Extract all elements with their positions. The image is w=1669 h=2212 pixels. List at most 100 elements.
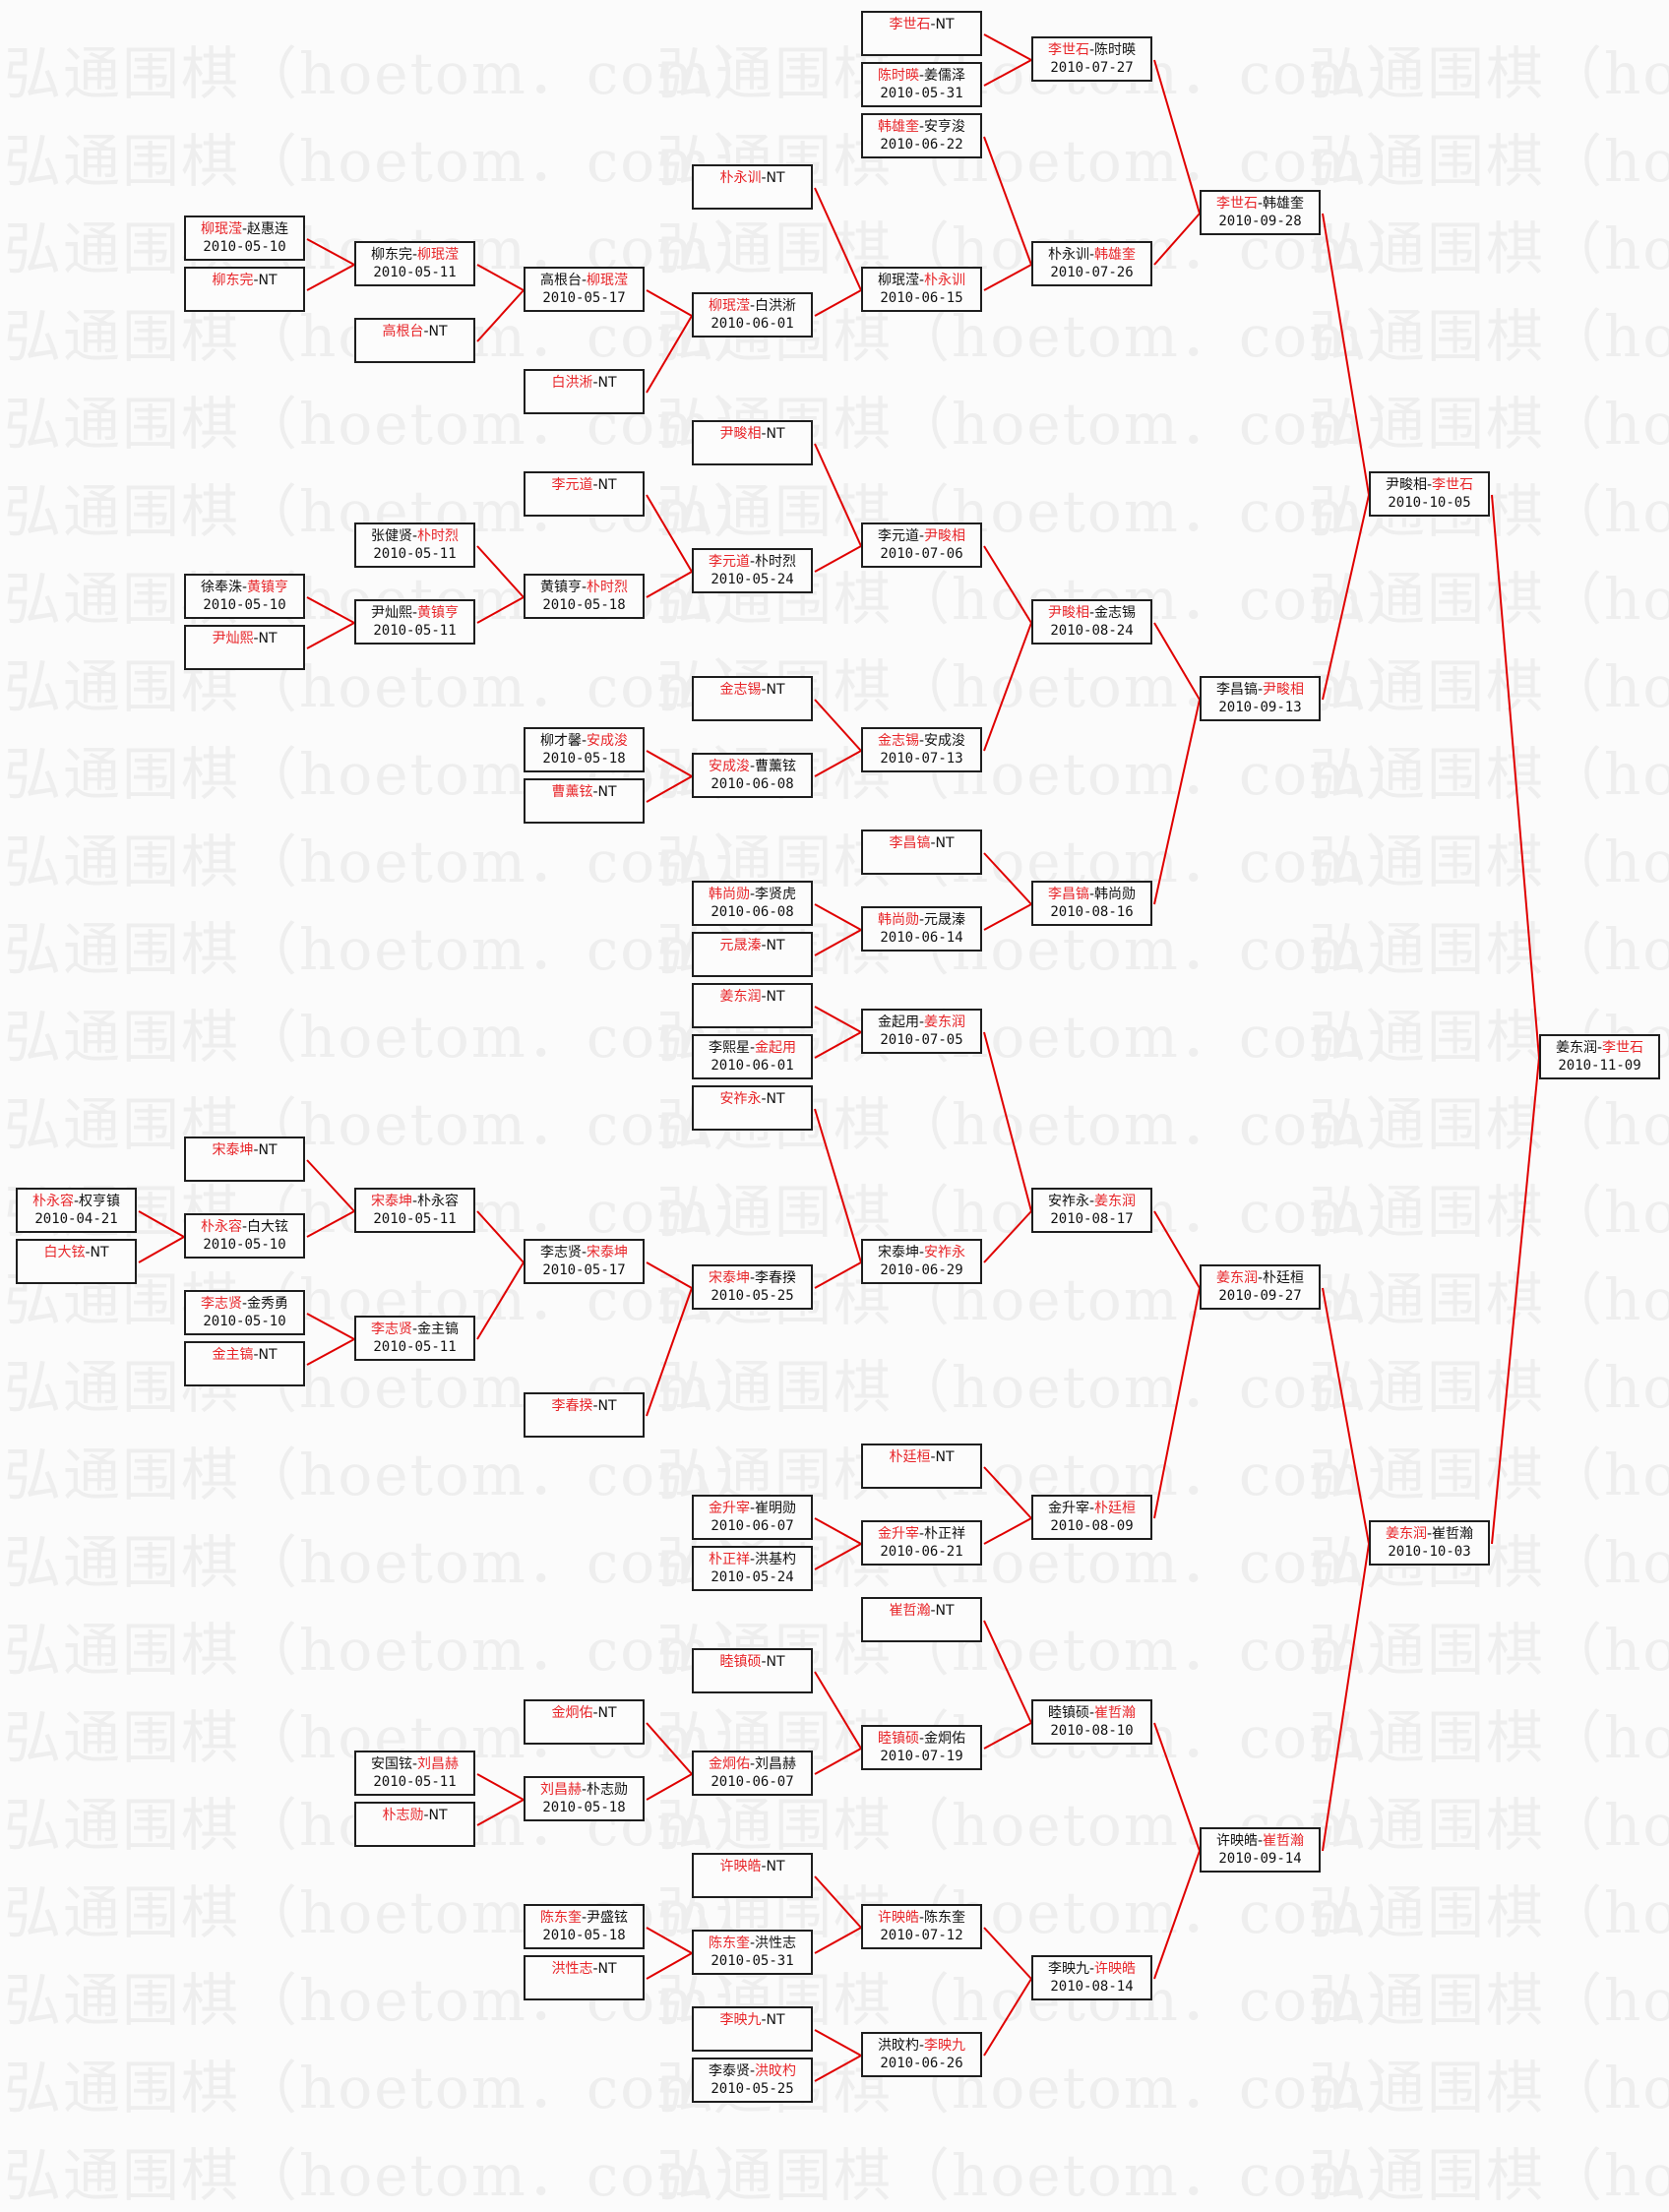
match-date: 2010-05-24 — [711, 1569, 794, 1585]
match-box: 金升宰-朴正祥 2010-06-21 — [861, 1520, 982, 1566]
winner-name: 崔哲瀚 — [1094, 1705, 1137, 1721]
separator: - — [918, 1910, 925, 1926]
winner-name: 安祚永 — [924, 1245, 966, 1260]
separator: - — [1088, 887, 1095, 902]
match-date: 2010-10-05 — [1388, 495, 1471, 511]
watermark-text: 弘通围棋（hoetom．com） — [1309, 2142, 1669, 2209]
separator: - — [1088, 1194, 1095, 1209]
connector-line — [1322, 213, 1370, 496]
match-players: 刘昌赫-朴志勋 — [525, 1781, 643, 1799]
connector-line — [983, 136, 1032, 266]
player-name: 李元道 — [877, 528, 919, 544]
winner-name: 李映九 — [924, 2038, 966, 2054]
connector-line — [814, 1517, 862, 1545]
player-name: 朴志勋 — [587, 1782, 629, 1798]
connector-line — [814, 1108, 862, 1263]
match-date: 2010-11-09 — [1558, 1058, 1641, 1074]
separator: - — [1257, 196, 1264, 212]
player-name: 睦镇硕 — [1047, 1705, 1089, 1721]
connector-line — [306, 1338, 355, 1366]
player-name: 朴永训 — [1047, 247, 1089, 263]
player-name: 韩尚勋 — [1094, 887, 1137, 902]
match-box: 尹畯相-NT — [692, 420, 813, 465]
match-players: 高根台-NT — [356, 323, 473, 340]
bye-label: NT — [258, 273, 278, 288]
connector-line — [646, 1722, 693, 1775]
bye-label: NT — [766, 1654, 785, 1670]
match-date: 2010-07-13 — [880, 751, 963, 767]
winner-name: 朴永训 — [719, 170, 762, 186]
match-box: 金志锡-安成浚 2010-07-13 — [861, 727, 982, 772]
match-date: 2010-07-19 — [880, 1749, 963, 1764]
connector-line — [983, 1620, 1032, 1724]
separator: - — [761, 426, 767, 442]
bye-label: NT — [766, 1859, 785, 1874]
match-box: 朴永容-白大铉 2010-05-10 — [184, 1213, 305, 1259]
match-players: 柳东完-柳珉滢 — [356, 246, 473, 264]
match-box: 陈东奎-尹盛铉 2010-05-18 — [524, 1904, 645, 1949]
match-box: 柳东完-NT — [184, 267, 305, 312]
match-players: 安成浚-曹薰铉 — [694, 758, 811, 775]
player-name: 李泰贤 — [708, 2063, 750, 2079]
match-date: 2010-05-18 — [542, 751, 626, 767]
player-name: 朴永容 — [417, 1194, 460, 1209]
separator: - — [918, 273, 925, 288]
player-name: 朴正祥 — [924, 1526, 966, 1542]
final-match-box: 姜东润-李世石 2010-11-09 — [1539, 1034, 1660, 1079]
winner-name: 黄镇亨 — [247, 580, 289, 595]
separator: - — [411, 528, 418, 544]
match-players: 李世石-NT — [863, 16, 980, 33]
match-players: 睦镇硕-崔哲瀚 — [1033, 1704, 1150, 1722]
match-date: 2010-04-21 — [34, 1211, 118, 1227]
match-players: 李昌镐-尹畯相 — [1202, 681, 1319, 699]
separator: - — [1088, 1961, 1095, 1977]
connector-line — [983, 59, 1032, 87]
separator: - — [930, 17, 936, 32]
match-box: 安祚永-姜东润 2010-08-17 — [1031, 1188, 1152, 1233]
bye-label: NT — [766, 1091, 785, 1107]
connector-line — [983, 1466, 1032, 1519]
match-box: 尹灿熙-黄镇亨 2010-05-11 — [354, 599, 475, 645]
connector-line — [814, 903, 862, 931]
match-players: 安祚永-姜东润 — [1033, 1193, 1150, 1210]
separator: - — [241, 1219, 248, 1235]
match-players: 李春揆-NT — [525, 1397, 643, 1415]
bracket-connectors — [138, 33, 1540, 2082]
separator: - — [761, 938, 767, 953]
match-players: 朴永容-权亨镇 — [18, 1193, 135, 1210]
player-name: 尹盛铉 — [587, 1910, 629, 1926]
winner-name: 金主镐 — [212, 1347, 254, 1363]
separator: - — [749, 887, 756, 902]
match-box: 李元道-朴时烈 2010-05-24 — [692, 548, 813, 593]
separator: - — [73, 1194, 80, 1209]
separator: - — [761, 682, 767, 698]
match-box: 宋泰坤-李春揆 2010-05-25 — [692, 1264, 813, 1310]
match-date: 2010-07-26 — [1050, 265, 1134, 280]
player-name: 陈时暎 — [1094, 42, 1137, 58]
match-players: 陈时暎-姜儒泽 — [863, 67, 980, 85]
winner-name: 尹畯相 — [924, 528, 966, 544]
match-date: 2010-06-26 — [880, 2056, 963, 2071]
winner-name: 宋泰坤 — [587, 1245, 629, 1260]
match-box: 睦镇硕-NT — [692, 1648, 813, 1693]
bye-label: NT — [428, 324, 448, 339]
match-box: 李昌镐-尹畯相 2010-09-13 — [1200, 676, 1321, 721]
match-players: 元晟溱-NT — [694, 937, 811, 954]
separator: - — [761, 989, 767, 1005]
connector-line — [306, 264, 355, 291]
bye-label: NT — [766, 938, 785, 953]
match-players: 洪性志-NT — [525, 1960, 643, 1978]
match-players: 姜东润-李世石 — [1541, 1039, 1658, 1057]
match-date: 2010-05-18 — [542, 1928, 626, 1943]
winner-name: 陈时暎 — [877, 68, 919, 84]
winner-name: 尹灿熙 — [212, 631, 254, 646]
winner-name: 姜东润 — [1094, 1194, 1137, 1209]
player-name: 安亨浚 — [924, 119, 966, 135]
match-players: 姜东润-朴廷桓 — [1202, 1269, 1319, 1287]
match-date: 2010-05-25 — [711, 2081, 794, 2097]
separator: - — [761, 170, 767, 186]
match-box: 姜东润-NT — [692, 983, 813, 1028]
winner-name: 韩雄奎 — [877, 119, 919, 135]
winner-name: 刘昌赫 — [539, 1782, 582, 1798]
match-date: 2010-05-17 — [542, 1262, 626, 1278]
